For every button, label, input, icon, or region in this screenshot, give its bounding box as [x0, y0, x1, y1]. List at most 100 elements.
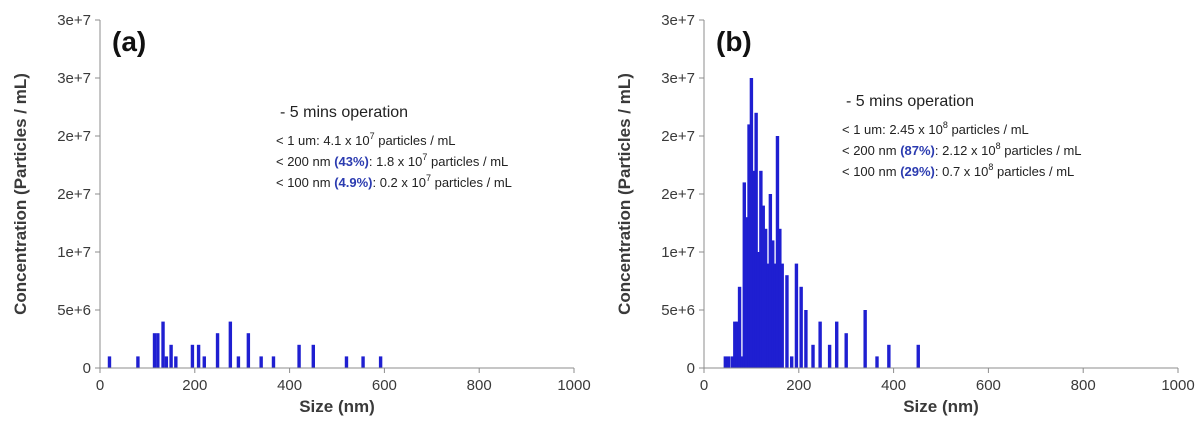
- bar: [161, 321, 165, 368]
- x-tick-label: 200: [182, 377, 207, 394]
- bar: [752, 170, 756, 368]
- annotation-line: < 1 um: 4.1 x 107 particles / mL: [276, 131, 456, 148]
- y-tick-label: 3e+7: [661, 12, 695, 29]
- bar: [747, 124, 751, 369]
- annotation-exponent: 7: [422, 152, 427, 162]
- bar: [780, 263, 784, 368]
- x-tick-label: 800: [467, 377, 492, 394]
- annotation-line: < 100 nm (4.9%): 0.2 x 107 particles / m…: [276, 173, 512, 190]
- bar: [215, 333, 220, 368]
- bar: [156, 333, 160, 368]
- x-tick-label: 0: [96, 377, 104, 394]
- panel-label: (b): [716, 26, 752, 57]
- bar: [228, 321, 233, 368]
- y-tick-label: 0: [687, 360, 695, 377]
- annotation-value: : 0.2 x 10: [372, 175, 425, 190]
- x-tick-label: 1000: [1161, 377, 1194, 394]
- bar: [759, 170, 763, 368]
- annotation-unit: particles / mL: [375, 133, 456, 148]
- annotation-prefix: < 1 um: 4.1 x 10: [276, 133, 370, 148]
- y-tick-label: 2e+7: [57, 128, 91, 145]
- bar: [754, 112, 758, 368]
- bar: [771, 240, 775, 368]
- bar: [174, 356, 178, 368]
- annotation-unit: particles / mL: [948, 122, 1029, 137]
- bar: [794, 263, 799, 368]
- bar: [761, 205, 765, 368]
- annotation-percentage: (87%): [900, 143, 935, 158]
- annotation-percentage: (43%): [334, 154, 369, 169]
- x-tick-label: 600: [372, 377, 397, 394]
- bar: [811, 344, 815, 368]
- annotation-exponent: 7: [370, 131, 375, 141]
- annotation-prefix: < 1 um: 2.45 x 10: [842, 122, 943, 137]
- x-tick-label: 800: [1071, 377, 1096, 394]
- y-tick-label: 3e+7: [57, 12, 91, 29]
- bar: [835, 321, 839, 368]
- y-tick-label: 5e+6: [57, 302, 91, 319]
- bar: [818, 321, 822, 368]
- annotation-percentage: (4.9%): [334, 175, 372, 190]
- x-axis-title: Size (nm): [903, 397, 979, 416]
- bar: [742, 182, 746, 368]
- annotation-title: - 5 mins operation: [280, 104, 408, 121]
- bar: [735, 321, 739, 368]
- annotation-line: < 1 um: 2.45 x 108 particles / mL: [842, 120, 1029, 137]
- annotation-block: - 5 mins operation< 1 um: 4.1 x 107 part…: [276, 104, 512, 190]
- y-tick-label: 5e+6: [661, 302, 695, 319]
- x-tick-label: 600: [976, 377, 1001, 394]
- bar: [730, 356, 735, 368]
- bar: [863, 310, 867, 368]
- bar: [804, 310, 808, 368]
- bar: [136, 356, 140, 368]
- bar: [361, 356, 365, 368]
- bar: [311, 344, 315, 368]
- annotation-exponent: 7: [426, 173, 431, 183]
- bar: [190, 344, 195, 368]
- annotation-unit: particles / mL: [427, 154, 508, 169]
- bar: [799, 286, 803, 368]
- bar: [887, 344, 891, 368]
- bar: [271, 356, 276, 368]
- panel-label: (a): [112, 26, 146, 57]
- annotation-prefix: < 200 nm: [842, 143, 900, 158]
- annotation-unit: particles / mL: [1001, 143, 1082, 158]
- x-tick-label: 200: [786, 377, 811, 394]
- y-tick-label: 1e+7: [57, 244, 91, 261]
- bar: [164, 356, 169, 368]
- bar: [785, 275, 789, 368]
- annotation-block: - 5 mins operation< 1 um: 2.45 x 108 par…: [842, 93, 1082, 179]
- bar: [916, 344, 920, 368]
- bar: [297, 344, 301, 368]
- annotation-value: : 0.7 x 10: [935, 164, 988, 179]
- bar: [726, 356, 731, 368]
- x-tick-label: 1000: [557, 377, 590, 394]
- bar: [169, 344, 173, 368]
- annotation-value: : 1.8 x 10: [369, 154, 422, 169]
- bar-series: [723, 78, 920, 369]
- bar: [756, 252, 761, 368]
- y-tick-label: 2e+7: [661, 186, 695, 203]
- bar: [733, 321, 737, 368]
- y-tick-label: 3e+7: [57, 70, 91, 87]
- bar: [107, 356, 112, 368]
- y-tick-label: 2e+7: [661, 128, 695, 145]
- bar: [749, 78, 754, 368]
- annotation-prefix: < 100 nm: [842, 164, 900, 179]
- bar: [196, 344, 201, 368]
- y-tick-label: 1e+7: [661, 244, 695, 261]
- bar: [763, 228, 768, 368]
- y-tick-label: 2e+7: [57, 186, 91, 203]
- bar: [246, 333, 251, 368]
- bar: [236, 356, 241, 368]
- bar: [768, 194, 773, 368]
- bar: [766, 263, 770, 368]
- annotation-exponent: 8: [996, 141, 1001, 151]
- annotation-value: : 2.12 x 10: [935, 143, 996, 158]
- bar: [152, 333, 157, 368]
- annotation-prefix: < 100 nm: [276, 175, 334, 190]
- bar: [778, 228, 782, 368]
- y-axis-title: Concentration (Particles / mL): [615, 73, 634, 315]
- bar: [744, 217, 749, 368]
- bar: [775, 136, 780, 368]
